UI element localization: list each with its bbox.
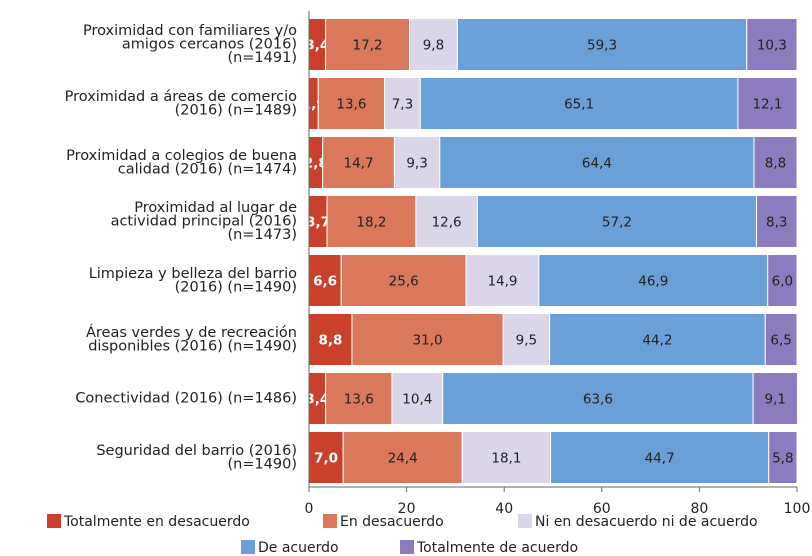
category-label: Proximidad a áreas de comercio (2016) (n=… xyxy=(65,89,297,119)
value-label: 57,2 xyxy=(602,215,632,231)
category-label: Proximidad al lugar de actividad principa… xyxy=(111,200,298,243)
bar-segment xyxy=(746,18,798,71)
bar-segment xyxy=(419,77,739,130)
value-label: 9,3 xyxy=(406,156,427,172)
value-label: 7,0 xyxy=(314,451,338,467)
bar-segment xyxy=(308,313,353,366)
value-label: 5,8 xyxy=(772,451,793,467)
value-label: 7,3 xyxy=(392,97,413,113)
value-label: 64,4 xyxy=(582,156,612,172)
value-label: 24,4 xyxy=(388,451,418,467)
value-label: 31,0 xyxy=(413,333,443,349)
x-tick-label: 20 xyxy=(398,501,416,517)
value-label: 8,8 xyxy=(765,156,786,172)
bar-segment xyxy=(342,431,463,484)
bar-segment xyxy=(393,136,441,189)
bar-segment xyxy=(384,77,421,130)
x-tick-label: 100 xyxy=(784,501,811,517)
value-label: 9,5 xyxy=(516,333,537,349)
bar-segment xyxy=(755,195,798,248)
legend-swatch xyxy=(47,514,61,528)
value-label: 9,1 xyxy=(765,392,786,408)
bar-segment xyxy=(764,313,798,366)
value-label: 14,9 xyxy=(487,274,517,290)
value-label: 44,2 xyxy=(642,333,672,349)
bar-segment xyxy=(325,18,411,71)
legend-label: De acuerdo xyxy=(258,540,339,556)
legend-swatch xyxy=(400,540,414,554)
x-tick-label: 0 xyxy=(305,501,314,517)
x-tick-label: 80 xyxy=(690,501,708,517)
bar-segment xyxy=(465,254,540,307)
value-label: 46,9 xyxy=(638,274,668,290)
value-label: 12,1 xyxy=(752,97,782,113)
value-label: 2,8 xyxy=(304,156,328,172)
value-label: 8,8 xyxy=(319,333,343,349)
value-label: 59,3 xyxy=(587,38,617,54)
x-tick-label: 60 xyxy=(593,501,611,517)
value-label: 13,6 xyxy=(344,392,374,408)
value-label: 13,6 xyxy=(336,97,366,113)
bar-segment xyxy=(502,313,551,366)
bar-segment xyxy=(768,431,798,484)
bar-segment xyxy=(325,372,393,425)
value-label: 12,6 xyxy=(432,215,462,231)
legend-label: Totalmente en desacuerdo xyxy=(63,514,250,530)
value-label: 9,8 xyxy=(423,38,444,54)
bar-segment xyxy=(308,431,344,484)
value-label: 44,7 xyxy=(645,451,675,467)
legend-swatch xyxy=(518,514,532,528)
bar-segment xyxy=(753,136,798,189)
value-label: 8,3 xyxy=(766,215,787,231)
bar-segment xyxy=(322,136,395,189)
legend-label: Ni en desacuerdo ni de acuerdo xyxy=(535,514,758,530)
category-label: Limpieza y belleza del barrio (2016) (n=1… xyxy=(89,266,297,296)
bar-segment xyxy=(326,195,417,248)
category-label: Proximidad con familiares y/o amigos cerc… xyxy=(83,23,297,66)
bar-segment xyxy=(456,18,748,71)
value-label: 3,4 xyxy=(305,38,329,54)
value-label: 18,1 xyxy=(491,451,521,467)
bar-segment xyxy=(767,254,798,307)
bar-segment xyxy=(550,431,770,484)
value-label: 14,7 xyxy=(344,156,374,172)
value-label: 6,0 xyxy=(772,274,793,290)
value-label: 10,4 xyxy=(402,392,432,408)
legend-label: En desacuerdo xyxy=(340,514,444,530)
bar-segment xyxy=(538,254,769,307)
bar-segment xyxy=(340,254,467,307)
value-label: 10,3 xyxy=(757,38,787,54)
category-label: Áreas verdes y de recreación disponibles … xyxy=(86,324,297,355)
value-label: 3,4 xyxy=(305,392,329,408)
bar-segment xyxy=(752,372,798,425)
value-label: 6,6 xyxy=(313,274,337,290)
bar-segment xyxy=(415,195,478,248)
legend-label: Totalmente de acuerdo xyxy=(416,540,578,556)
x-tick-label: 40 xyxy=(495,501,513,517)
legend-swatch xyxy=(323,514,337,528)
bar-segment xyxy=(439,136,755,189)
value-label: 3,7 xyxy=(306,215,330,231)
value-label: 18,2 xyxy=(356,215,386,231)
bar-segment xyxy=(737,77,798,130)
bar-segment xyxy=(461,431,552,484)
category-label: Seguridad del barrio (2016) (n=1490) xyxy=(96,443,297,473)
value-label: 25,6 xyxy=(389,274,419,290)
bar-segment xyxy=(476,195,757,248)
value-label: 63,6 xyxy=(583,392,613,408)
bar-segment xyxy=(442,372,754,425)
value-label: 17,2 xyxy=(353,38,383,54)
bar-segment xyxy=(308,254,342,307)
category-label: Proximidad a colegios de buena calidad (2… xyxy=(66,148,297,178)
category-label: Conectividad (2016) (n=1486) xyxy=(75,391,297,407)
bar-segment xyxy=(351,313,504,366)
value-label: 6,5 xyxy=(770,333,791,349)
legend-swatch xyxy=(241,540,255,554)
value-label: 65,1 xyxy=(564,97,594,113)
